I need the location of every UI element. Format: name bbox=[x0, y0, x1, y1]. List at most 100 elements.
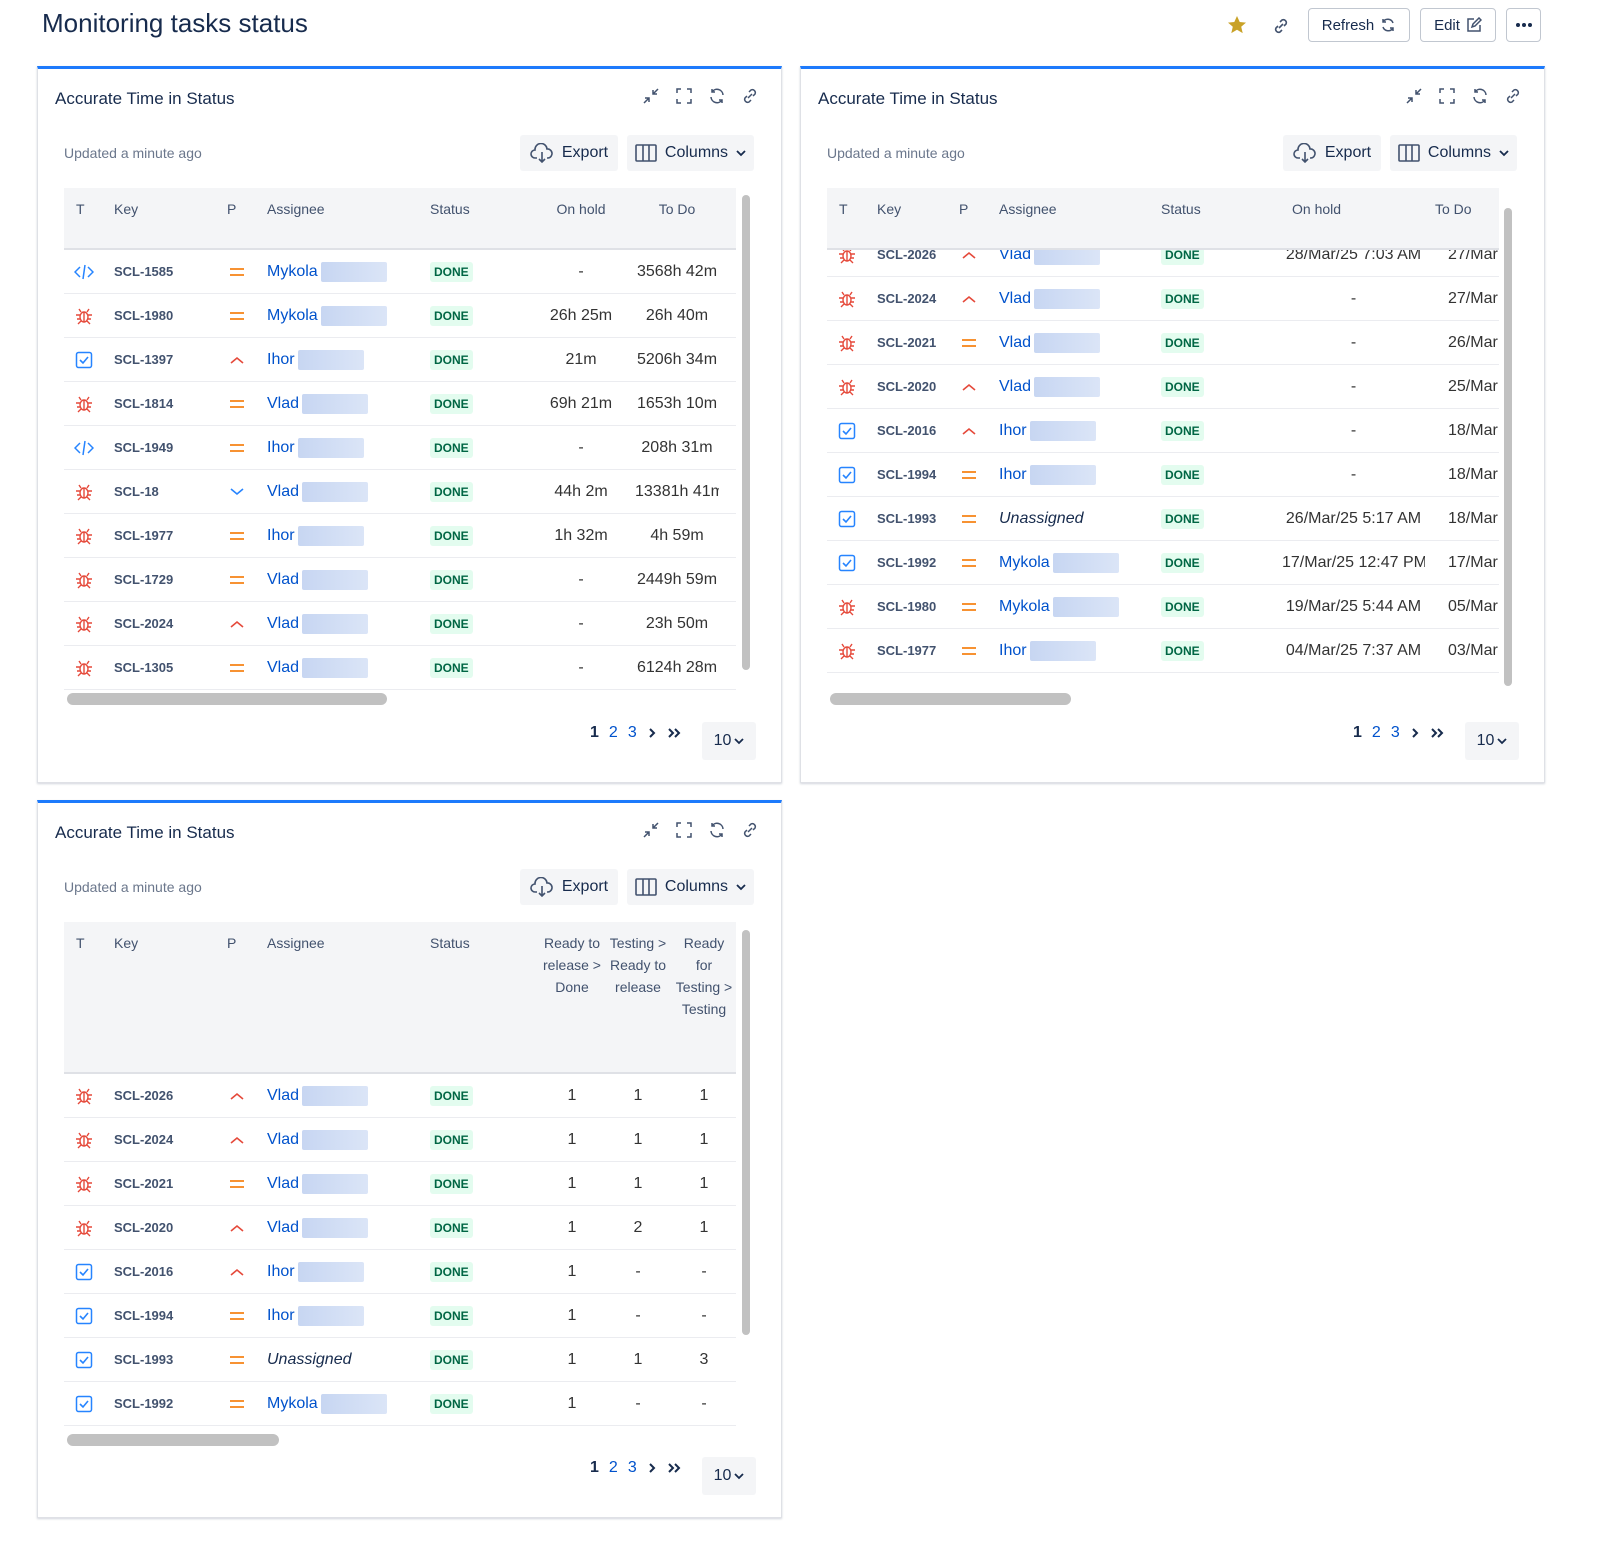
assignee[interactable]: Ihor bbox=[267, 437, 420, 458]
export-button[interactable]: Export bbox=[1283, 135, 1381, 171]
issue-key[interactable]: SCL-2021 bbox=[114, 1176, 174, 1191]
assignee[interactable]: Mykola bbox=[267, 261, 420, 282]
next-page[interactable] bbox=[647, 727, 657, 739]
issue-key[interactable]: SCL-1994 bbox=[877, 467, 937, 482]
assignee[interactable]: Ihor bbox=[267, 349, 420, 370]
issue-key[interactable]: SCL-1993 bbox=[114, 1352, 174, 1367]
issue-key[interactable]: SCL-1980 bbox=[114, 308, 174, 323]
gadget-icon[interactable] bbox=[1471, 87, 1489, 105]
gadget-icon[interactable] bbox=[741, 821, 759, 839]
assignee[interactable]: Vlad bbox=[267, 1085, 420, 1106]
star-icon[interactable] bbox=[1227, 15, 1247, 35]
edit-button[interactable]: Edit bbox=[1420, 8, 1496, 42]
gadget-icon[interactable] bbox=[708, 821, 726, 839]
assignee[interactable]: Vlad bbox=[999, 288, 1151, 309]
assignee[interactable]: Mykola bbox=[999, 552, 1151, 573]
issue-key[interactable]: SCL-2020 bbox=[114, 1220, 174, 1235]
horizontal-scrollbar[interactable] bbox=[830, 693, 1071, 705]
assignee[interactable]: Vlad bbox=[999, 376, 1151, 397]
issue-key[interactable]: SCL-2020 bbox=[877, 379, 937, 394]
horizontal-scrollbar[interactable] bbox=[67, 693, 387, 705]
assignee[interactable]: Ihor bbox=[999, 420, 1151, 441]
issue-key[interactable]: SCL-1397 bbox=[114, 352, 174, 367]
columns-button[interactable]: Columns bbox=[1390, 135, 1517, 171]
export-button[interactable]: Export bbox=[520, 135, 618, 171]
gadget-icon[interactable] bbox=[708, 87, 726, 105]
assignee[interactable]: Vlad bbox=[999, 250, 1151, 265]
page-link[interactable]: 2 bbox=[608, 724, 618, 741]
assignee[interactable]: Vlad bbox=[267, 613, 420, 634]
page-size-select[interactable]: 10 bbox=[702, 722, 756, 760]
export-button[interactable]: Export bbox=[520, 869, 618, 905]
gadget-icon[interactable] bbox=[675, 87, 693, 105]
issue-key[interactable]: SCL-2024 bbox=[114, 1132, 174, 1147]
next-page[interactable] bbox=[1410, 727, 1420, 739]
assignee[interactable]: Ihor bbox=[267, 1305, 420, 1326]
assignee[interactable]: Vlad bbox=[267, 481, 420, 502]
issue-key[interactable]: SCL-1949 bbox=[114, 440, 174, 455]
last-page[interactable] bbox=[667, 1462, 681, 1474]
gadget-icon[interactable] bbox=[675, 821, 693, 839]
issue-key[interactable]: SCL-1992 bbox=[877, 555, 937, 570]
gadget-icon[interactable] bbox=[642, 821, 660, 839]
issue-key[interactable]: SCL-2021 bbox=[877, 335, 937, 350]
vertical-scrollbar[interactable] bbox=[742, 195, 750, 670]
page-link[interactable]: 2 bbox=[1371, 724, 1381, 741]
issue-key[interactable]: SCL-1977 bbox=[877, 643, 937, 658]
assignee[interactable]: Vlad bbox=[267, 1173, 420, 1194]
assignee[interactable]: Vlad bbox=[267, 1129, 420, 1150]
page-size-select[interactable]: 10 bbox=[702, 1457, 756, 1495]
vertical-scrollbar[interactable] bbox=[1504, 208, 1512, 686]
issue-key[interactable]: SCL-2024 bbox=[114, 616, 174, 631]
issue-key[interactable]: SCL-2024 bbox=[877, 291, 937, 306]
assignee[interactable]: Vlad bbox=[267, 569, 420, 590]
issue-key[interactable]: SCL-1993 bbox=[877, 511, 937, 526]
issue-key[interactable]: SCL-1980 bbox=[877, 599, 937, 614]
page-link[interactable]: 1 bbox=[590, 724, 599, 741]
page-link[interactable]: 3 bbox=[627, 724, 637, 741]
last-page[interactable] bbox=[1430, 727, 1444, 739]
issue-key[interactable]: SCL-1305 bbox=[114, 660, 174, 675]
issue-key[interactable]: SCL-18 bbox=[114, 484, 159, 499]
issue-key[interactable]: SCL-1814 bbox=[114, 396, 174, 411]
issue-key[interactable]: SCL-1977 bbox=[114, 528, 174, 543]
last-page[interactable] bbox=[667, 727, 681, 739]
assignee[interactable]: Ihor bbox=[999, 640, 1151, 661]
issue-key[interactable]: SCL-2026 bbox=[114, 1088, 174, 1103]
issue-key[interactable]: SCL-1994 bbox=[114, 1308, 174, 1323]
assignee[interactable]: Ihor bbox=[267, 525, 420, 546]
issue-key[interactable]: SCL-1992 bbox=[114, 1396, 174, 1411]
gadget-icon[interactable] bbox=[642, 87, 660, 105]
assignee[interactable]: Vlad bbox=[267, 1217, 420, 1238]
issue-key[interactable]: SCL-1729 bbox=[114, 572, 174, 587]
next-page[interactable] bbox=[647, 1462, 657, 1474]
issue-key[interactable]: SCL-2016 bbox=[114, 1264, 174, 1279]
columns-button[interactable]: Columns bbox=[627, 869, 754, 905]
refresh-button[interactable]: Refresh bbox=[1308, 8, 1410, 42]
page-size-select[interactable]: 10 bbox=[1465, 722, 1519, 760]
assignee[interactable]: Mykola bbox=[999, 596, 1151, 617]
issue-key[interactable]: SCL-1585 bbox=[114, 264, 174, 279]
assignee[interactable]: Ihor bbox=[999, 464, 1151, 485]
issue-key[interactable]: SCL-2016 bbox=[877, 423, 937, 438]
gadget-icon[interactable] bbox=[1504, 87, 1522, 105]
page-link[interactable]: 3 bbox=[1390, 724, 1400, 741]
assignee[interactable]: Vlad bbox=[267, 657, 420, 678]
assignee[interactable]: Vlad bbox=[267, 393, 420, 414]
page-link[interactable]: 1 bbox=[1353, 724, 1362, 741]
columns-button[interactable]: Columns bbox=[627, 135, 754, 171]
page-link[interactable]: 2 bbox=[608, 1459, 618, 1476]
issue-key[interactable]: SCL-2026 bbox=[877, 250, 937, 262]
link-icon[interactable] bbox=[1271, 16, 1291, 36]
assignee[interactable]: Vlad bbox=[999, 332, 1151, 353]
assignee[interactable]: Mykola bbox=[267, 1393, 420, 1414]
gadget-icon[interactable] bbox=[1438, 87, 1456, 105]
assignee[interactable]: Mykola bbox=[267, 305, 420, 326]
horizontal-scrollbar[interactable] bbox=[67, 1434, 279, 1446]
gadget-icon[interactable] bbox=[741, 87, 759, 105]
gadget-icon[interactable] bbox=[1405, 87, 1423, 105]
vertical-scrollbar[interactable] bbox=[742, 930, 750, 1335]
page-link[interactable]: 3 bbox=[627, 1459, 637, 1476]
assignee[interactable]: Ihor bbox=[267, 1261, 420, 1282]
page-link[interactable]: 1 bbox=[590, 1459, 599, 1476]
